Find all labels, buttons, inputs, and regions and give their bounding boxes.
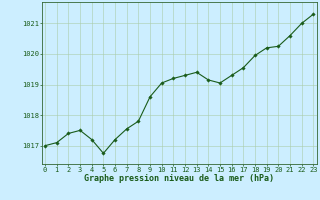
X-axis label: Graphe pression niveau de la mer (hPa): Graphe pression niveau de la mer (hPa) [84, 174, 274, 183]
